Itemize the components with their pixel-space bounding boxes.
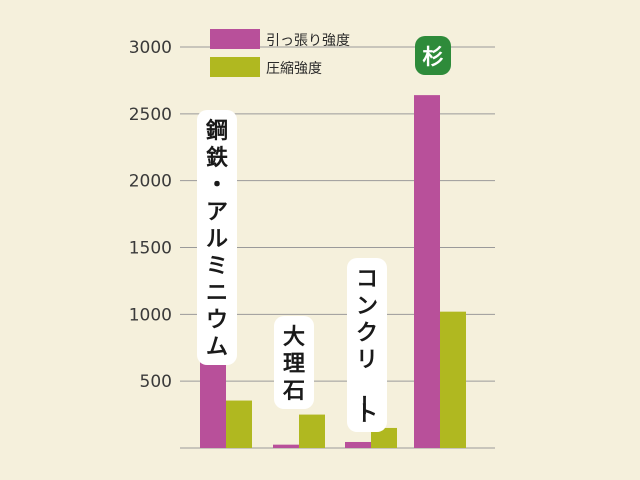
bar-compressive-1 bbox=[299, 414, 325, 448]
bars bbox=[200, 95, 466, 449]
legend-label-compressive: 圧縮強度 bbox=[266, 61, 322, 77]
bar-tensile-0 bbox=[200, 362, 226, 448]
bar-tensile-2 bbox=[345, 441, 371, 448]
y-tick-label: 2000 bbox=[129, 172, 172, 192]
bar-tensile-1 bbox=[273, 444, 299, 448]
y-tick-label: 2500 bbox=[129, 105, 172, 125]
y-tick-label: 1000 bbox=[129, 305, 172, 325]
y-tick-label: 500 bbox=[140, 372, 172, 392]
bar-tensile-3 bbox=[414, 95, 440, 449]
y-tick-label: 1500 bbox=[129, 239, 172, 259]
legend-swatch-compressive bbox=[210, 57, 260, 77]
category-label-0: 鋼鉄・アルミニウム bbox=[205, 118, 228, 360]
legend-label-tensile: 引っ張り強度 bbox=[266, 33, 350, 49]
bar-compressive-0 bbox=[226, 400, 252, 448]
category-label-bg-1 bbox=[274, 316, 314, 409]
category-label-bg-2 bbox=[347, 258, 387, 432]
y-tick-label: 3000 bbox=[129, 38, 172, 58]
category-label-3: 杉 bbox=[423, 45, 444, 69]
bar-compressive-3 bbox=[440, 311, 466, 448]
category-label-bg-3 bbox=[415, 36, 451, 75]
category-label-2: コンクリート bbox=[350, 267, 378, 427]
y-axis-ticks: 500 1000 1500 2000 2500 3000 bbox=[129, 38, 172, 392]
category-label-1: 大理石 bbox=[282, 325, 305, 404]
category-label-bg-0 bbox=[197, 110, 237, 365]
category-labels: 鋼鉄・アルミニウム大理石 コンクリート 杉 bbox=[197, 36, 451, 432]
legend-swatch-tensile bbox=[210, 29, 260, 49]
bar-compressive-2 bbox=[371, 427, 397, 448]
legend: 引っ張り強度 圧縮強度 bbox=[210, 29, 350, 77]
